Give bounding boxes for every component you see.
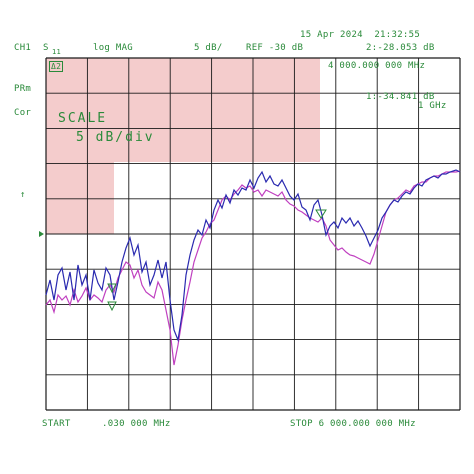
reference-position-icon — [39, 231, 44, 237]
scale-title: SCALE — [58, 111, 108, 126]
parameter-subscript: 11 — [52, 48, 62, 56]
marker2-readout: 2:-28.053 dB — [366, 43, 435, 53]
marker-2-icon — [315, 209, 327, 219]
scale-highlight — [46, 58, 320, 234]
marker-delta-box: Δ2 — [49, 61, 64, 72]
marker1-readout: 1:-34.841 dB — [366, 92, 435, 102]
start-frequency: .030 000 MHz — [102, 419, 171, 429]
reference-label: REF -30 dB — [246, 43, 304, 53]
marker2-frequency: 4 000.000 000 MHz — [328, 61, 426, 71]
graticule — [45, 57, 461, 411]
start-label: START — [42, 419, 71, 429]
scale-label: 5 dB/ — [194, 43, 223, 53]
parameter-label: S — [43, 43, 49, 53]
scale-value: 5 dB/div — [76, 130, 155, 145]
reference-arrow-icon: ↑ — [20, 190, 26, 200]
stop-frequency: STOP 6 000.000 000 MHz — [290, 419, 416, 429]
marker-1-icon — [107, 283, 117, 312]
datetime: 15 Apr 2024 21:32:55 — [300, 30, 421, 40]
channel-label: CH1 — [14, 43, 32, 53]
cor-label: Cor — [14, 108, 32, 118]
prm-label: PRm — [14, 84, 32, 94]
trace-data — [45, 169, 461, 343]
marker1-frequency: 1 GHz — [418, 101, 447, 111]
format-label: log MAG — [93, 43, 134, 53]
